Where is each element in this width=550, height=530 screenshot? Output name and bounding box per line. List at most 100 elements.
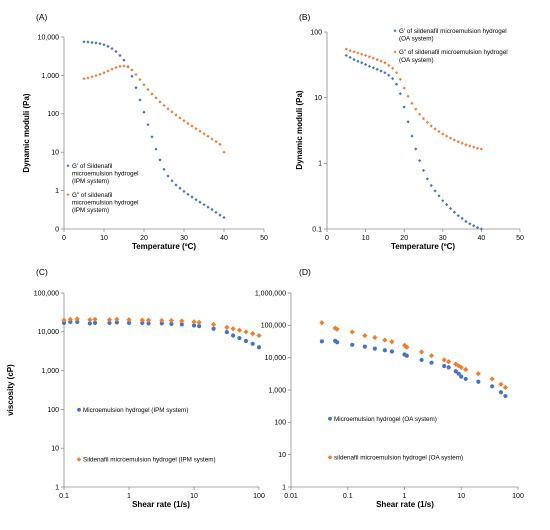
x-tick-label: 0.1 xyxy=(343,493,353,500)
data-point xyxy=(456,371,461,376)
data-point xyxy=(102,71,106,75)
legend: Microemulsion hydrogel (IPM system) Silde… xyxy=(76,407,216,464)
data-point xyxy=(169,321,174,326)
data-point xyxy=(446,359,452,365)
data-point xyxy=(498,390,504,395)
data-point xyxy=(468,144,472,148)
y-tick-label: 1 xyxy=(318,161,322,168)
data-point xyxy=(418,159,422,163)
data-point xyxy=(174,113,178,117)
legend-marker xyxy=(66,193,70,197)
y-tick-label: 100 xyxy=(47,111,59,118)
data-point xyxy=(106,69,110,73)
series-0 xyxy=(319,338,508,399)
data-point xyxy=(402,86,406,90)
data-point xyxy=(158,100,162,104)
data-point xyxy=(140,320,145,325)
data-point xyxy=(237,335,242,341)
y-axis-title: Dynamic moduli (Pa) xyxy=(22,93,31,172)
data-point xyxy=(174,183,178,187)
data-point xyxy=(404,353,409,358)
data-point xyxy=(398,77,402,81)
data-point xyxy=(86,76,90,80)
series-1 xyxy=(82,64,226,154)
data-point xyxy=(433,127,437,131)
y-tick-label: 1,000 xyxy=(41,368,59,375)
data-point xyxy=(367,64,372,68)
data-point xyxy=(406,120,410,124)
data-point xyxy=(394,71,399,75)
data-point xyxy=(468,222,472,226)
panel-label: (C) xyxy=(36,267,48,277)
data-point xyxy=(114,65,118,70)
x-tick-label: 20 xyxy=(400,235,408,242)
data-point xyxy=(218,213,222,217)
data-point xyxy=(87,317,93,323)
data-point xyxy=(502,384,509,391)
y-tick-label: 1,000,000 xyxy=(255,290,286,297)
data-point xyxy=(441,132,445,136)
legend-marker xyxy=(393,29,397,33)
data-point xyxy=(61,320,67,325)
data-point xyxy=(421,168,426,173)
data-point xyxy=(190,124,194,128)
data-point xyxy=(425,177,429,181)
data-point xyxy=(154,147,158,151)
data-point xyxy=(158,158,162,162)
y-tick-label: 1 xyxy=(282,484,286,491)
data-point xyxy=(460,216,464,221)
data-point xyxy=(170,179,174,183)
x-tick-label: 10 xyxy=(190,493,198,500)
data-point xyxy=(134,72,138,77)
data-point xyxy=(335,340,340,345)
data-point xyxy=(456,213,460,218)
data-point xyxy=(198,200,202,204)
data-point xyxy=(190,195,194,199)
data-point xyxy=(186,192,190,196)
data-point xyxy=(479,147,483,151)
legend: G' of sildenafil microemulsion hydrogel(… xyxy=(393,28,508,64)
data-point xyxy=(214,139,218,144)
data-point xyxy=(445,134,449,138)
x-axis-title: Shear rate (1/s) xyxy=(132,500,190,509)
data-point xyxy=(344,47,348,51)
data-point xyxy=(419,357,424,363)
legend-marker xyxy=(66,164,70,168)
data-point xyxy=(414,107,418,111)
x-tick-label: 0.01 xyxy=(284,493,298,500)
data-point xyxy=(418,112,422,116)
data-point xyxy=(352,50,356,54)
data-point xyxy=(138,77,142,82)
data-point xyxy=(82,40,86,44)
data-point xyxy=(154,96,158,100)
data-point xyxy=(453,369,458,374)
data-point xyxy=(319,320,325,326)
series-0 xyxy=(61,319,262,350)
data-point xyxy=(475,371,481,377)
data-point xyxy=(429,360,434,365)
data-point xyxy=(98,72,102,76)
x-tick-label: 20 xyxy=(140,235,148,242)
data-point xyxy=(433,189,437,193)
data-point xyxy=(126,65,130,69)
data-point xyxy=(458,364,464,370)
data-point xyxy=(243,329,249,335)
data-point xyxy=(332,325,338,331)
data-point xyxy=(445,203,449,207)
y-axis-title: viscosity (cP) xyxy=(6,364,15,416)
y-axis-title: Dynamic moduli (Pa) xyxy=(295,90,304,169)
data-point xyxy=(107,320,112,325)
data-point xyxy=(460,141,464,145)
data-point xyxy=(446,365,451,370)
y-tick-label: 10 xyxy=(314,95,322,102)
y-tick-label: 10,000 xyxy=(38,34,60,41)
legend: G' of Sildenafil microemulsion hydrogel (I… xyxy=(66,163,139,214)
data-point xyxy=(179,322,184,327)
chart-panel-d: (D) 1 10 100 1,000 10,000 100,000 1,000,000 0.01… xyxy=(255,267,524,509)
data-point xyxy=(350,342,355,347)
data-point xyxy=(222,150,226,154)
data-point xyxy=(243,338,249,344)
data-point xyxy=(198,129,202,133)
